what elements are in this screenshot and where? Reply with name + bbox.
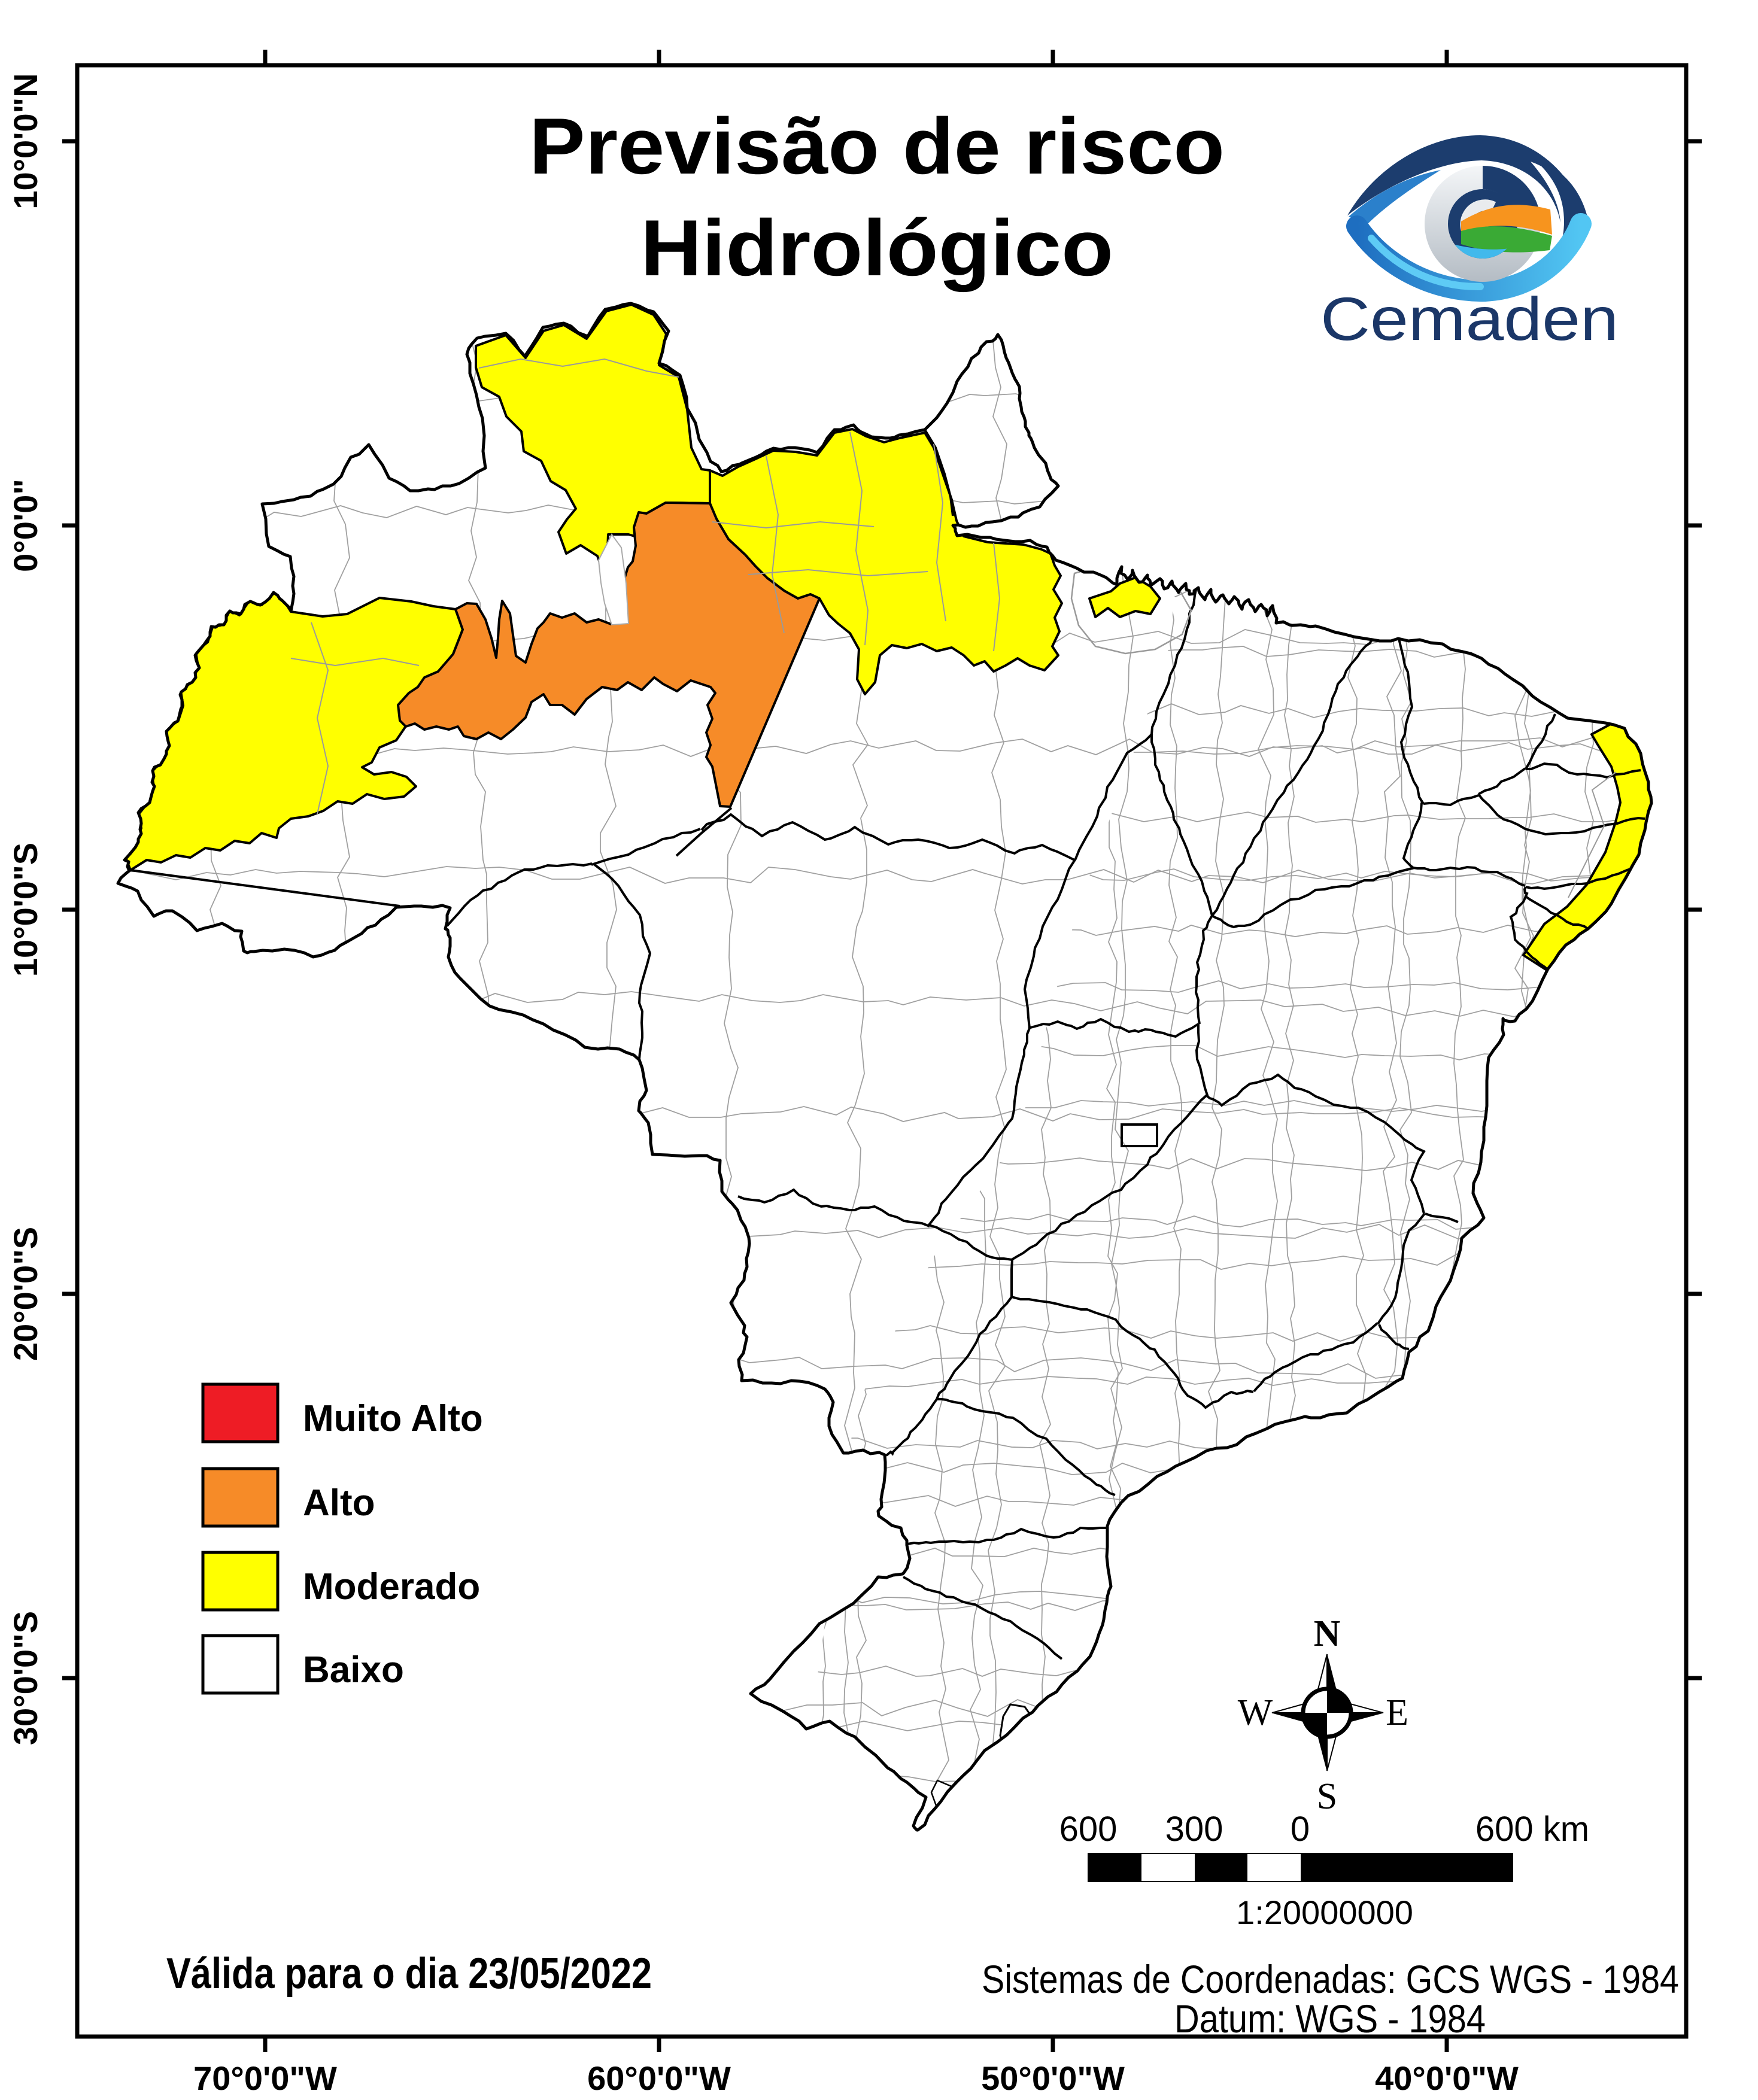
svg-text:30°0'0"S: 30°0'0"S <box>7 1611 44 1745</box>
svg-text:S: S <box>1317 1776 1337 1817</box>
svg-text:60°0'0"W: 60°0'0"W <box>587 2059 731 2097</box>
svg-text:0°0'0": 0°0'0" <box>7 479 44 572</box>
svg-text:Hidrológico: Hidrológico <box>640 204 1113 293</box>
svg-text:10°0'0"N: 10°0'0"N <box>7 73 44 209</box>
svg-text:Datum: WGS - 1984: Datum: WGS - 1984 <box>1174 1996 1486 2041</box>
svg-text:Previsão de risco: Previsão de risco <box>529 102 1225 191</box>
svg-text:0: 0 <box>1291 1810 1310 1849</box>
svg-text:Alto: Alto <box>303 1482 375 1524</box>
svg-text:Baixo: Baixo <box>303 1649 404 1691</box>
svg-text:E: E <box>1386 1692 1408 1733</box>
svg-text:N: N <box>1314 1613 1341 1654</box>
svg-text:70°0'0"W: 70°0'0"W <box>193 2059 337 2097</box>
svg-text:Sistemas de Coordenadas: GCS W: Sistemas de Coordenadas: GCS WGS - 1984 <box>982 1957 1679 2001</box>
svg-text:Válida para o dia 23/05/2022: Válida para o dia 23/05/2022 <box>166 1950 652 1998</box>
svg-text:600 km: 600 km <box>1475 1810 1589 1849</box>
svg-text:Cemaden: Cemaden <box>1320 285 1619 353</box>
svg-text:20°0'0"S: 20°0'0"S <box>7 1227 44 1361</box>
svg-text:50°0'0"W: 50°0'0"W <box>981 2059 1125 2097</box>
svg-text:Muito Alto: Muito Alto <box>303 1398 483 1439</box>
svg-text:10°0'0"S: 10°0'0"S <box>7 843 44 977</box>
svg-text:600: 600 <box>1059 1810 1118 1849</box>
svg-text:Moderado: Moderado <box>303 1566 480 1607</box>
svg-text:W: W <box>1238 1692 1273 1733</box>
svg-text:40°0'0"W: 40°0'0"W <box>1375 2059 1519 2097</box>
svg-text:1:20000000: 1:20000000 <box>1236 1894 1413 1931</box>
svg-text:300: 300 <box>1165 1810 1223 1849</box>
